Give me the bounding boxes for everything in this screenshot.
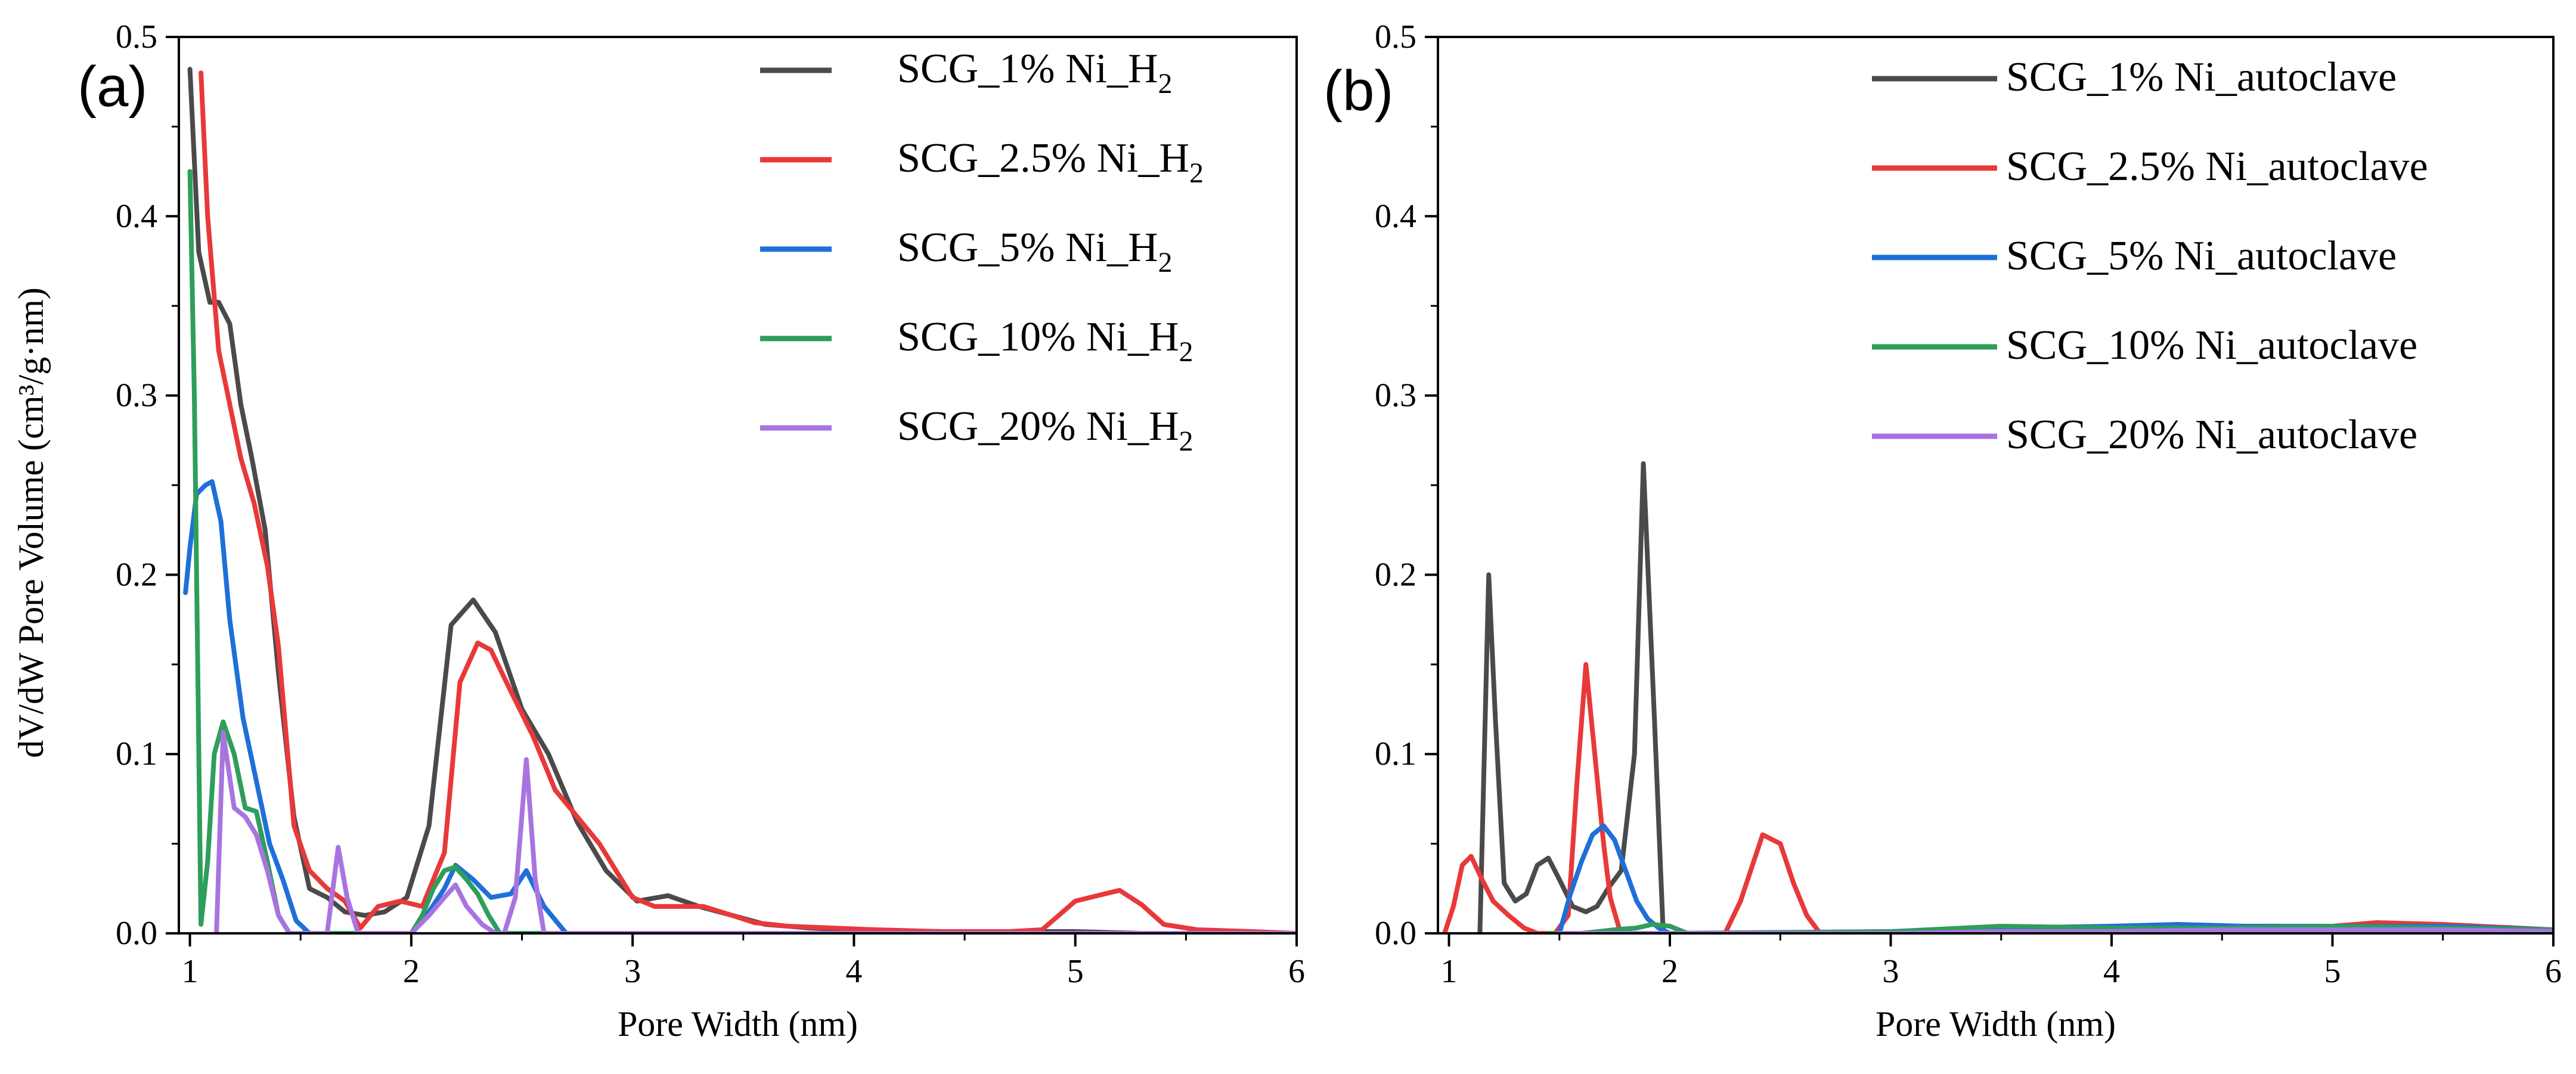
y-tick-label: 0.4 — [1375, 198, 1416, 235]
series-line-2 — [199, 70, 1297, 933]
y-tick-label: 0.2 — [1375, 556, 1416, 593]
legend-label-3: SCG_5% Ni_H2 — [897, 225, 1173, 278]
y-axis-label: dV/dW Pore Volume (cm³/g·nm) — [11, 287, 51, 758]
legend-label-1: SCG_1% Ni_autoclave — [2006, 54, 2397, 100]
x-tick-label: 3 — [1883, 953, 1899, 990]
y-tick-label: 0.3 — [1375, 377, 1416, 414]
legend: SCG_1% Ni_autoclave SCG_2.5% Ni_autoclave… — [1872, 54, 2428, 458]
x-tick-label: 2 — [1661, 953, 1678, 990]
series-line-5 — [214, 730, 1297, 933]
panel-b: 1 2 3 4 5 6 0.0 0.1 0.2 0.3 0.4 0.5 Pore Width (nm) (… — [1323, 18, 2562, 1044]
panel-a: 1 2 3 4 5 6 0.0 0.1 0.2 0.3 0.4 0.5 Pore Width (nm) (… — [78, 18, 1305, 1044]
x-tick-label: 4 — [2103, 953, 2120, 990]
series-line-3 — [183, 479, 1297, 933]
series-line-5 — [1557, 927, 2553, 933]
legend-label-1: SCG_1% Ni_H2 — [897, 46, 1173, 100]
legend-label-5: SCG_20% Ni_H2 — [897, 403, 1194, 457]
y-tick-label: 0.0 — [1375, 915, 1416, 952]
series-line-2 — [1442, 662, 2553, 933]
y-tick-label: 0.5 — [1375, 18, 1416, 55]
legend: SCG_1% Ni_H2 SCG_2.5% Ni_H2 SCG_5% Ni_H2 SC… — [760, 46, 1204, 457]
x-tick-label: 6 — [2545, 953, 2562, 990]
x-tick-label: 6 — [1288, 953, 1305, 990]
x-tick-label: 5 — [2324, 953, 2341, 990]
y-tick-label: 0.1 — [1375, 735, 1416, 772]
y-tick-label: 0.3 — [116, 377, 157, 414]
x-tick-label: 2 — [403, 953, 420, 990]
legend-label-2: SCG_2.5% Ni_H2 — [897, 135, 1204, 189]
y-tick-label: 0.5 — [116, 18, 157, 55]
y-tick-label: 0.0 — [116, 915, 157, 952]
x-tick-label: 4 — [845, 953, 862, 990]
series-line-1 — [187, 67, 1297, 933]
x-tick-label: 3 — [624, 953, 641, 990]
legend-label-2: SCG_2.5% Ni_autoclave — [2006, 144, 2428, 190]
series-line-3 — [1557, 823, 2553, 933]
y-tick-label: 0.2 — [116, 556, 157, 593]
legend-label-3: SCG_5% Ni_autoclave — [2006, 233, 2397, 279]
series-lines — [1442, 461, 2553, 933]
x-axis-label: Pore Width (nm) — [618, 1004, 858, 1044]
legend-label-4: SCG_10% Ni_H2 — [897, 314, 1194, 368]
series-lines — [183, 67, 1297, 933]
x-tick-label: 1 — [1441, 953, 1458, 990]
x-tick-label: 5 — [1067, 953, 1084, 990]
x-tick-label: 1 — [182, 953, 199, 990]
y-tick-label: 0.1 — [116, 735, 157, 772]
series-line-1 — [1477, 461, 2553, 933]
panel-label: (a) — [78, 55, 147, 119]
y-tick-label: 0.4 — [116, 198, 157, 235]
x-axis-label: Pore Width (nm) — [1876, 1004, 2116, 1044]
legend-label-4: SCG_10% Ni_autoclave — [2006, 322, 2417, 368]
panel-label: (b) — [1323, 59, 1393, 123]
legend-label-5: SCG_20% Ni_autoclave — [2006, 412, 2417, 458]
series-line-4 — [187, 169, 1297, 933]
